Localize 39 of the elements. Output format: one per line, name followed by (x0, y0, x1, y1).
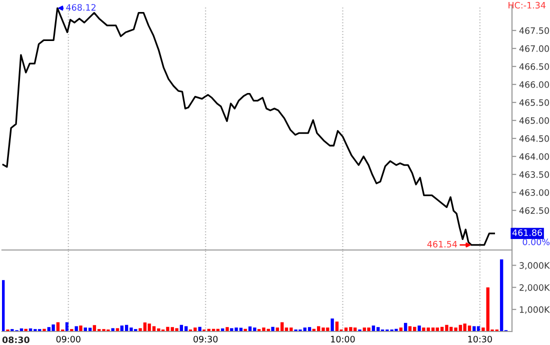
bar (111, 328, 114, 332)
y-tick-label: 464.50 (519, 135, 549, 142)
text: 0.00% (522, 238, 550, 246)
y-tick-label: 465.50 (519, 99, 549, 106)
x-tick-label: 10:00 (331, 336, 355, 342)
bar (418, 326, 421, 332)
bar (79, 326, 82, 332)
bar (271, 326, 274, 332)
annotation: HC:-1.34 (508, 2, 546, 9)
bar (226, 327, 229, 332)
y-tick-label: 1,000K (520, 306, 550, 314)
y-tick-label: 2,000K (520, 284, 550, 292)
annotation: 461.54 (427, 240, 458, 248)
annotation: 468.12 (66, 4, 96, 11)
annotation: 461.86 (512, 229, 542, 236)
y-tick-label: 463.00 (519, 189, 549, 196)
bar (500, 259, 504, 332)
text: 08:30 (2, 336, 30, 344)
bar (198, 326, 202, 332)
bar (52, 324, 55, 332)
y-tick-label: 466.00 (519, 81, 549, 88)
bar (74, 326, 78, 332)
y-tick-label: 462.50 (519, 207, 549, 214)
bar (2, 280, 5, 332)
bar (330, 318, 334, 332)
x-tick-label: 10:30 (468, 336, 492, 342)
y-tick-label: 465.00 (519, 117, 549, 124)
bar (175, 328, 178, 332)
x-tick-label: 09:30 (194, 336, 218, 342)
y-tick-label: 463.50 (519, 171, 549, 178)
y-tick-label: 464.00 (519, 153, 549, 160)
y-tick-label: 467.50 (519, 27, 549, 34)
y-tick-label: 466.50 (519, 63, 549, 70)
bar (56, 322, 60, 332)
y-tick-label: 3,000K (520, 262, 550, 270)
bar (367, 328, 370, 332)
x-tick-label: 09:00 (56, 336, 80, 342)
y-tick-label: 467.00 (519, 45, 549, 52)
bar (335, 322, 339, 332)
